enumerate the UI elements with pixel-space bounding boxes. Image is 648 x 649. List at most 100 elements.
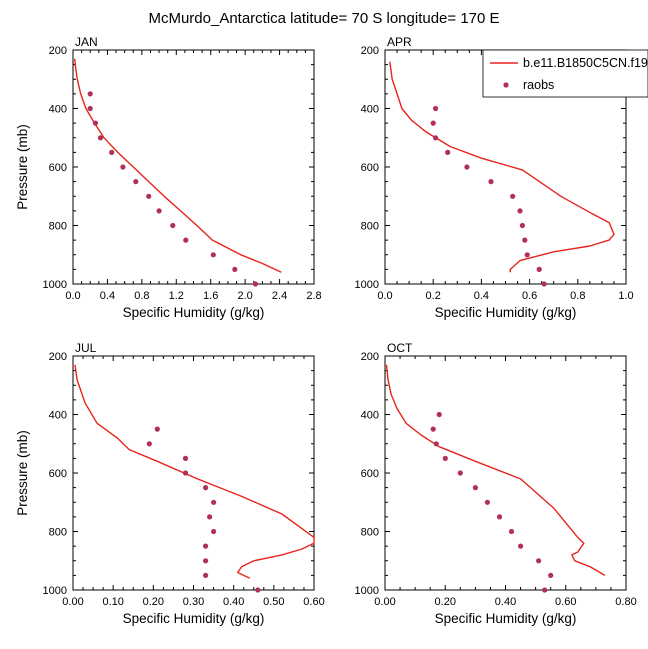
y-tick-label: 600: [361, 468, 379, 480]
x-tick-label: 0.40: [223, 596, 244, 608]
raobs-point: [211, 499, 217, 505]
x-tick-label: 0.40: [495, 596, 516, 608]
panel-oct: OCT 0.00 0.20 0.40 0.60 0.80 200 400 600 800 1000 S…: [355, 341, 637, 626]
panel-label: JUL: [75, 341, 97, 355]
x-tick-label: 0.2: [426, 290, 441, 302]
x-tick-label: 0.50: [263, 596, 284, 608]
x-tick-label: 0.60: [303, 596, 324, 608]
raobs-point: [488, 179, 494, 185]
raobs-point: [522, 237, 528, 243]
x-tick-label: 0.10: [102, 596, 123, 608]
y-tick-label: 800: [49, 527, 67, 539]
y-tick-label: 800: [49, 221, 67, 233]
raobs-point: [252, 281, 259, 287]
x-tick-label: 0.4: [474, 290, 489, 302]
x-tick-label: 1.2: [169, 290, 184, 302]
raobs-point: [519, 222, 526, 229]
x-axis-title: Specific Humidity (g/kg): [123, 611, 265, 626]
legend-obs-marker: [503, 82, 509, 88]
raobs-point: [433, 441, 439, 447]
raobs-point: [92, 120, 98, 126]
legend-model-label: b.e11.B1850C5CN.f19: [523, 56, 648, 70]
raobs-point: [524, 252, 530, 258]
raobs-point: [472, 485, 478, 491]
model-profile-line: [74, 58, 282, 273]
x-axis-title: Specific Humidity (g/kg): [435, 305, 577, 320]
raobs-point: [445, 149, 451, 155]
x-tick-label: 2.4: [272, 290, 287, 302]
x-tick-label: 0.6: [522, 290, 537, 302]
model-profile-line: [389, 61, 615, 273]
y-tick-label: 600: [49, 162, 67, 174]
panel-label: JAN: [75, 35, 98, 49]
x-tick-label: 0.20: [143, 596, 164, 608]
x-tick-label: 0.8: [570, 290, 585, 302]
raobs-point: [146, 193, 152, 199]
x-tick-label: 0.20: [435, 596, 456, 608]
raobs-point: [211, 528, 217, 535]
y-tick-label: 200: [49, 351, 67, 363]
y-tick-label: 200: [361, 45, 379, 57]
raobs-point: [518, 543, 524, 549]
y-axis-title: Pressure (mb): [15, 124, 30, 210]
y-tick-label: 1000: [355, 585, 379, 597]
x-tick-label: 0.8: [134, 290, 149, 302]
x-tick-label: 0.00: [62, 596, 83, 608]
raobs-point: [156, 208, 162, 214]
raobs-point: [548, 572, 554, 579]
raobs-point: [182, 470, 189, 476]
raobs-point: [207, 514, 213, 520]
x-axis-title: Specific Humidity (g/kg): [435, 611, 577, 626]
y-tick-label: 1000: [43, 279, 67, 291]
raobs-point: [484, 499, 490, 505]
y-tick-label: 800: [361, 221, 379, 233]
x-tick-label: 0.80: [615, 596, 636, 608]
panel-label: OCT: [387, 341, 413, 355]
x-tick-label: 0.60: [555, 596, 576, 608]
y-tick-label: 1000: [43, 585, 67, 597]
model-profile-line: [74, 364, 315, 579]
x-tick-label: 0.30: [183, 596, 204, 608]
raobs-point: [542, 587, 548, 593]
y-tick-label: 200: [49, 45, 67, 57]
x-tick-label: 0.0: [377, 290, 392, 302]
raobs-point: [203, 485, 209, 491]
figure-title: McMurdo_Antarctica latitude= 70 S longit…: [148, 10, 499, 27]
panel-jul: JUL 0.00 0.10 0.20 0.30 0.40 0.50 0.60 200 400 600…: [15, 341, 325, 626]
raobs-point: [433, 135, 439, 141]
x-axis-title: Specific Humidity (g/kg): [123, 305, 265, 320]
raobs-point: [430, 426, 436, 432]
raobs-point: [97, 135, 104, 141]
x-tick-label: 1.6: [203, 290, 218, 302]
raobs-point: [464, 164, 470, 170]
raobs-point: [430, 120, 436, 126]
x-tick-label: 0.4: [100, 290, 115, 302]
raobs-point: [109, 149, 115, 155]
raobs-point: [457, 470, 463, 476]
raobs-point: [536, 558, 542, 564]
y-tick-label: 200: [361, 351, 379, 363]
raobs-point: [436, 411, 442, 418]
raobs-point: [232, 266, 238, 272]
panels: JAN 0.0 0.4 0.8 1.2 1.6 2.0 2.4 2.8 200 400 600 800 1…: [15, 35, 637, 626]
raobs-point: [517, 208, 523, 214]
raobs-point: [170, 222, 176, 229]
x-tick-label: 2.8: [306, 290, 321, 302]
panel-label: APR: [387, 35, 412, 49]
raobs-point: [442, 455, 448, 461]
x-tick-label: 2.0: [237, 290, 252, 302]
plot-frame: [72, 49, 315, 285]
raobs-point: [203, 572, 209, 579]
raobs-point: [536, 266, 542, 272]
y-tick-label: 800: [361, 527, 379, 539]
y-tick-label: 400: [49, 410, 67, 422]
raobs-point: [133, 179, 139, 185]
raobs-point: [203, 543, 209, 549]
raobs-point: [154, 426, 160, 432]
y-tick-label: 600: [49, 468, 67, 480]
x-tick-label: 0.0: [65, 290, 80, 302]
raobs-point: [210, 252, 216, 258]
raobs-point: [203, 558, 209, 564]
raobs-point: [541, 281, 547, 287]
raobs-point: [183, 237, 189, 243]
